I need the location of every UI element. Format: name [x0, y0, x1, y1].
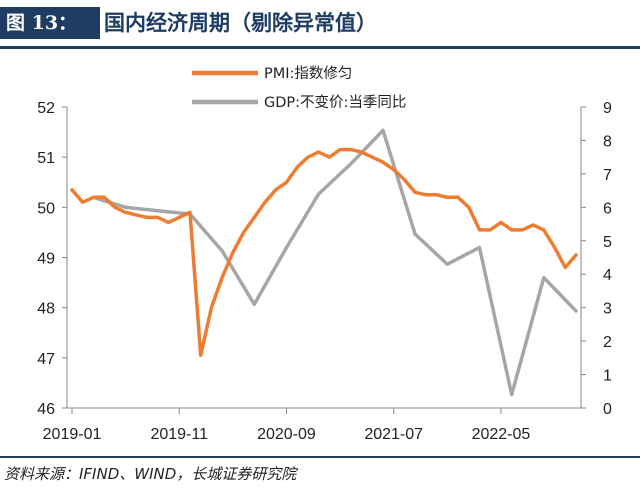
header-rule	[0, 46, 640, 49]
pmi-point	[478, 228, 481, 232]
pmi-point	[124, 211, 127, 214]
pmi-point	[338, 148, 342, 151]
right-tick-label: 5	[603, 234, 612, 251]
pmi-point	[371, 156, 374, 159]
pmi-point	[542, 228, 545, 232]
pmi-point	[413, 191, 417, 194]
right-tick-label: 1	[603, 368, 612, 385]
gdp-point	[510, 393, 513, 396]
x-tick-label: 2022-05	[472, 426, 531, 443]
right-tick-label: 9	[603, 100, 612, 117]
legend-label: PMI:指数修匀	[264, 65, 352, 82]
pmi-point	[296, 166, 299, 169]
figure-title: 国内经济周期（剔除异常值）	[104, 11, 377, 35]
pmi-point	[574, 253, 578, 257]
right-tick-label: 4	[603, 267, 612, 284]
chart: 46 47 48 49 50 51 52 0 1 2 3 4 5 6 7 8 9 2019-01 2019-11 20…	[37, 65, 612, 443]
pmi-point	[403, 178, 406, 181]
pmi-point	[263, 201, 267, 204]
right-tick-label: 2	[603, 334, 612, 351]
pmi-point	[467, 206, 470, 209]
pmi-point	[274, 188, 277, 191]
pmi-point	[317, 150, 320, 154]
left-tick-label: 51	[37, 150, 55, 167]
pmi-point	[424, 193, 428, 196]
pmi-point	[381, 161, 385, 164]
gdp-point	[220, 249, 224, 252]
figure-label: 图 13：	[0, 7, 100, 39]
right-tick-label: 8	[603, 133, 612, 150]
gdp-point	[349, 162, 352, 166]
right-tick-label: 3	[603, 301, 612, 318]
pmi-point	[456, 196, 460, 199]
legend-label: GDP:不变价:当季同比	[264, 94, 406, 111]
left-tick-label: 46	[37, 401, 55, 418]
left-tick-label: 47	[37, 351, 55, 368]
left-tick-label: 48	[37, 301, 55, 318]
pmi-point	[510, 228, 513, 232]
gdp-point	[285, 246, 288, 249]
pmi-point	[253, 216, 256, 219]
x-tick-label: 2021-07	[364, 426, 423, 443]
x-tick-label: 2019-01	[43, 426, 102, 443]
gdp-point	[156, 209, 159, 212]
right-tick-label: 7	[603, 167, 612, 184]
pmi-point	[167, 221, 170, 224]
pmi-point	[220, 276, 224, 279]
gdp-line	[91, 128, 578, 397]
pmi-line	[70, 147, 578, 358]
left-tick-label: 52	[37, 100, 55, 117]
x-tick-label: 2020-09	[257, 426, 316, 443]
source-note: 资料来源：IFIND、WIND，长城证券研究院	[4, 465, 297, 483]
gdp-point	[124, 206, 127, 209]
pmi-point	[521, 228, 524, 232]
left-tick-label: 49	[37, 251, 55, 268]
pmi-point	[178, 216, 181, 219]
right-tick-label: 0	[603, 401, 612, 418]
pmi-point	[242, 231, 245, 234]
gdp-point	[413, 232, 417, 236]
pmi-point	[531, 223, 535, 227]
pmi-point	[306, 156, 310, 159]
gdp-point	[542, 276, 545, 279]
pmi-point	[328, 156, 331, 159]
pmi-point	[349, 148, 352, 151]
pmi-point	[135, 213, 138, 217]
pmi-point	[113, 206, 117, 209]
pmi-point	[564, 266, 567, 269]
gdp-point	[381, 129, 385, 132]
x-tick-label: 2019-11	[150, 426, 208, 443]
figure-footer: 资料来源：IFIND、WIND，长城证券研究院	[0, 456, 640, 488]
pmi-point	[156, 216, 159, 219]
figure-header: 图 13： 国内经济周期（剔除异常值）	[0, 0, 640, 46]
gdp-point	[317, 192, 320, 196]
gdp-point	[446, 263, 449, 266]
pmi-point	[553, 246, 556, 249]
pmi-point	[499, 221, 503, 224]
gdp-point	[574, 309, 578, 313]
gdp-point	[478, 246, 481, 249]
pmi-point	[435, 193, 438, 196]
pmi-point	[103, 196, 106, 199]
pmi-point	[231, 251, 235, 254]
left-tick-label: 50	[37, 200, 55, 217]
pmi-point	[360, 150, 363, 154]
pmi-point	[81, 201, 84, 204]
pmi-point	[92, 196, 95, 199]
pmi-point	[210, 306, 213, 309]
pmi-point	[446, 196, 449, 199]
pmi-point	[188, 211, 192, 214]
pmi-point	[489, 228, 492, 232]
right-tick-label: 6	[603, 200, 612, 217]
pmi-point	[199, 354, 202, 357]
pmi-point	[70, 188, 74, 191]
pmi-point	[285, 181, 288, 184]
gdp-point	[253, 303, 256, 306]
pmi-point	[392, 168, 395, 171]
pmi-point	[145, 216, 149, 219]
